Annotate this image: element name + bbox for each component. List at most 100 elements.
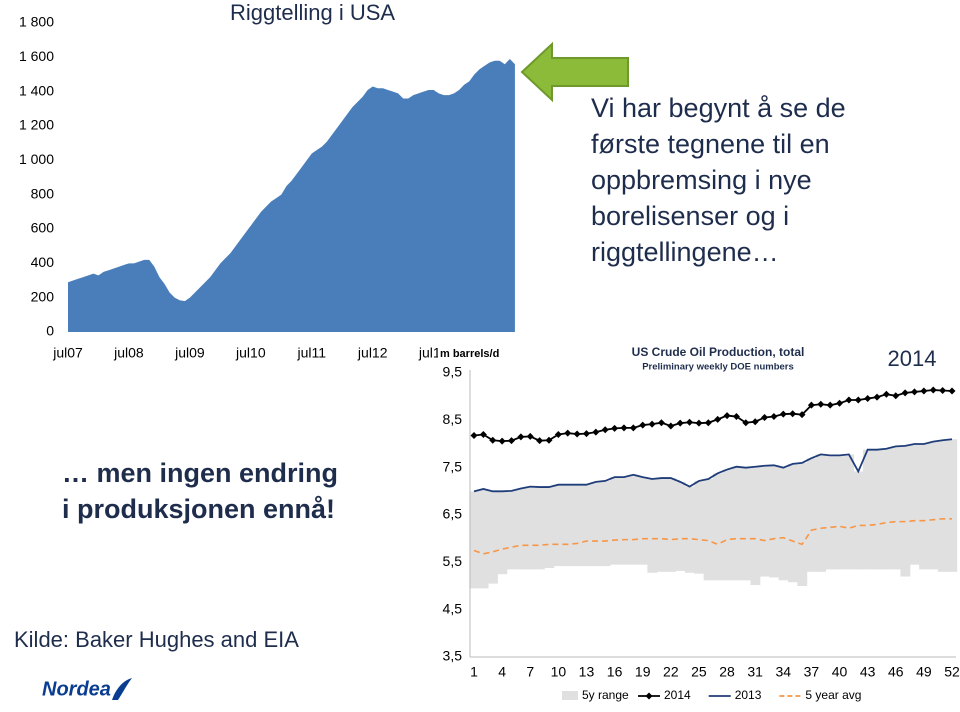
range-band: [787, 463, 798, 583]
marker: [929, 386, 937, 394]
range-band: [853, 471, 864, 570]
marker: [526, 432, 534, 440]
y-tick-label: 6,5: [443, 506, 463, 522]
range-band: [525, 486, 536, 570]
y-tick-label: 1 200: [19, 117, 54, 133]
range-band: [834, 455, 845, 570]
marker: [882, 390, 890, 398]
y-tick-label: 4,5: [443, 600, 463, 616]
range-band: [741, 467, 751, 581]
callout-line: oppbremsing i nye: [591, 165, 812, 195]
marker: [939, 387, 947, 395]
marker: [864, 395, 872, 403]
legend-label: 5 year avg: [805, 688, 861, 702]
marker: [564, 429, 572, 437]
marker: [601, 426, 609, 434]
range-band: [881, 448, 892, 570]
range-band: [919, 444, 930, 570]
marker: [761, 413, 769, 421]
range-band: [478, 488, 489, 589]
marker: [545, 436, 553, 444]
y-tick-label: 0: [46, 323, 54, 339]
range-band: [666, 478, 677, 572]
range-band: [497, 491, 508, 575]
range-band: [750, 466, 761, 586]
legend-marker: [645, 692, 653, 700]
callout-line: riggtellingene…: [591, 237, 779, 267]
chart-title: Riggtelling i USA: [230, 0, 395, 25]
marker: [742, 419, 750, 427]
range-band: [891, 446, 901, 570]
marker: [845, 396, 853, 404]
range-band: [937, 440, 948, 572]
annotation: 2014: [888, 346, 937, 371]
range-band: [516, 488, 527, 570]
y-tick-label: 1 400: [19, 82, 54, 98]
range-band: [572, 484, 583, 567]
marker: [639, 421, 647, 429]
series-line: [473, 389, 953, 443]
marker: [517, 433, 525, 441]
y-tick-label: 3,5: [443, 648, 463, 664]
marker: [489, 436, 497, 444]
x-tick-label: 13: [579, 664, 595, 680]
range-band: [619, 477, 630, 565]
range-band: [563, 484, 573, 567]
marker: [873, 393, 881, 401]
legend-swatch: [562, 691, 578, 700]
x-tick-label: 16: [607, 664, 623, 680]
y-tick-label: 1 000: [19, 151, 54, 167]
marker: [620, 424, 628, 432]
chart2-title: US Crude Oil Production, total: [632, 345, 805, 359]
x-tick-label: jul11: [297, 345, 327, 361]
source: Kilde: Baker Hughes and EIA: [14, 627, 299, 652]
logo-sail: [112, 678, 132, 700]
marker: [723, 412, 731, 420]
marker: [892, 392, 900, 400]
logo-text: Nordea: [42, 678, 111, 700]
range-band: [797, 462, 808, 586]
marker: [629, 424, 637, 432]
x-tick-label: 31: [747, 664, 763, 680]
x-tick-label: 25: [691, 664, 707, 680]
y-tick-label: 400: [31, 254, 55, 270]
x-tick-label: 52: [944, 664, 960, 680]
x-tick-label: 19: [635, 664, 651, 680]
marker: [901, 389, 909, 397]
title-bg: [225, 0, 415, 28]
production-line: … men ingen endring: [62, 458, 338, 488]
x-tick-label: 28: [719, 664, 735, 680]
range-band: [488, 491, 498, 584]
rig-area: [68, 59, 515, 333]
marker: [470, 431, 478, 439]
marker: [789, 410, 797, 418]
marker: [648, 420, 656, 428]
marker: [507, 437, 515, 445]
callout-line: første tegnene til en: [591, 129, 830, 159]
marker: [479, 431, 487, 439]
range-band: [928, 441, 939, 570]
range-band: [506, 490, 517, 570]
chart2-subtitle: Preliminary weekly DOE numbers: [642, 362, 794, 373]
x-tick-label: 46: [888, 664, 904, 680]
x-tick-label: 40: [832, 664, 848, 680]
marker: [657, 419, 665, 427]
range-band: [769, 465, 780, 578]
marker: [770, 413, 778, 421]
y-unit: m barrels/d: [440, 348, 499, 360]
range-band: [825, 455, 836, 570]
marker: [807, 401, 815, 409]
range-band: [553, 484, 564, 567]
range-band: [544, 487, 555, 569]
range-band: [647, 479, 658, 573]
x-tick-label: 49: [916, 664, 932, 680]
x-tick-label: jul12: [357, 345, 388, 361]
marker: [573, 430, 581, 438]
marker: [779, 410, 787, 418]
range-band: [591, 481, 602, 567]
range-band: [806, 458, 817, 572]
range-band: [703, 479, 714, 581]
x-tick-label: 43: [860, 664, 876, 680]
y-tick-label: 600: [31, 220, 55, 236]
marker: [704, 419, 712, 427]
